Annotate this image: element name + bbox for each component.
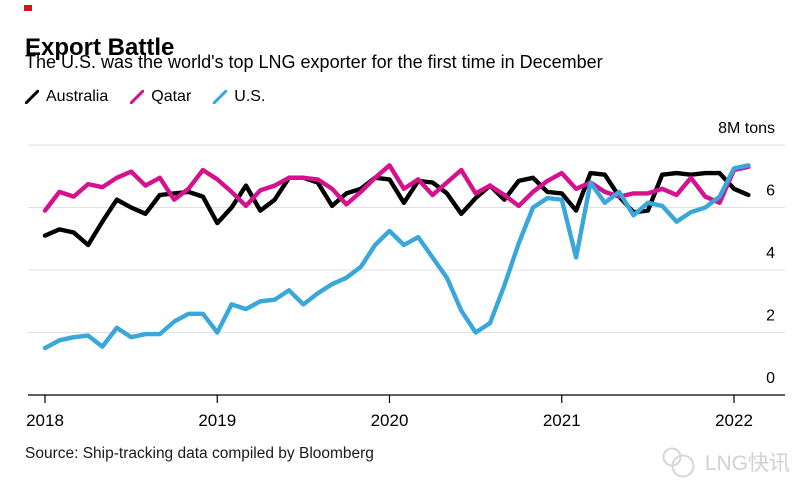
watermark: LNG快讯 xyxy=(657,444,790,480)
y-axis-unit-label: 8M tons xyxy=(718,120,775,137)
watermark-logo-icon xyxy=(662,447,695,478)
x-tick-label-2019: 2019 xyxy=(198,411,236,430)
source-note: Source: Ship-tracking data compiled by B… xyxy=(25,445,374,462)
red-corner-mark xyxy=(24,5,32,11)
legend-swatch-line xyxy=(25,90,39,104)
legend-swatch-line xyxy=(213,90,228,104)
y-tick-label-6: 6 xyxy=(766,183,775,200)
legend-label: Qatar xyxy=(151,88,192,105)
y-tick-label-0: 0 xyxy=(766,370,775,387)
x-tick-label-2018: 2018 xyxy=(26,411,64,430)
legend-label: Australia xyxy=(46,88,109,105)
chart-svg: 0 2 4 6 8M tons 2018 2019 2020 2021 2022 xyxy=(26,120,785,430)
qatar-slash-icon xyxy=(130,90,145,104)
series-line-qatar xyxy=(42,163,751,213)
legend-item-qatar: Qatar xyxy=(130,88,191,106)
y-tick-label-4: 4 xyxy=(766,245,775,262)
us-slash-icon xyxy=(213,90,228,104)
page-title: Export Battle xyxy=(25,34,175,62)
legend-item-us: U.S. xyxy=(213,88,265,106)
x-tick-label-2022: 2022 xyxy=(715,411,753,430)
watermark-text: LNG快讯 xyxy=(704,452,790,475)
y-tick-label-2: 2 xyxy=(766,308,775,325)
australia-slash-icon xyxy=(25,90,39,104)
legend-swatch-line xyxy=(130,90,145,104)
x-tick-label-2021: 2021 xyxy=(543,411,581,430)
chart-subtitle: The U.S. was the world's top LNG exporte… xyxy=(25,52,603,72)
legend-item-australia: Australia xyxy=(25,88,108,106)
x-tick-label-2020: 2020 xyxy=(371,411,409,430)
legend-label: U.S. xyxy=(234,88,266,105)
series-line-us xyxy=(42,163,751,351)
chart-legend: Australia Qatar U.S. xyxy=(25,88,265,106)
